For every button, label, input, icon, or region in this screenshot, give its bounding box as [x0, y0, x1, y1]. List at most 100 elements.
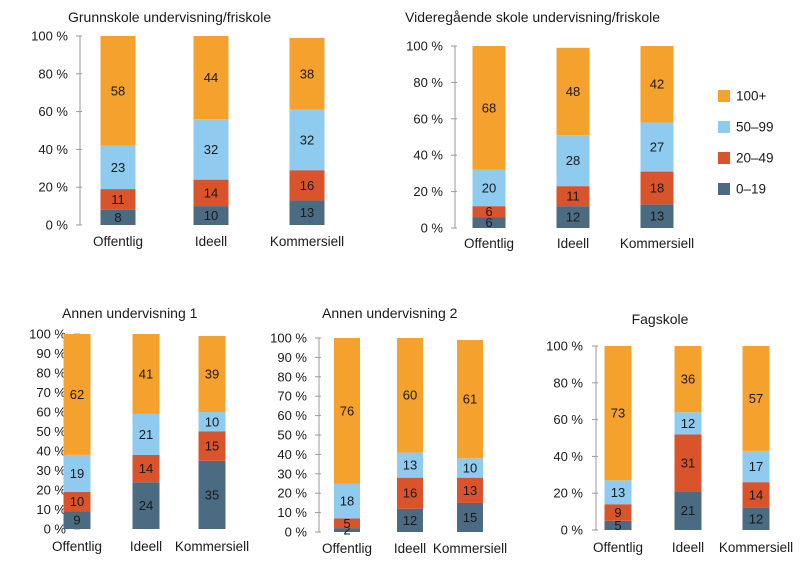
- bar-segment-100+: [63, 334, 91, 455]
- x-category-label: Ideell: [557, 236, 589, 251]
- bar-segment-50-99: [132, 413, 160, 455]
- bar-segment-50-99: [472, 169, 506, 207]
- bar-segment-0-19: [132, 482, 160, 529]
- x-category-label: Ideell: [130, 539, 162, 554]
- y-tick-label: 0 %: [285, 525, 308, 540]
- bar-segment-50-99: [198, 412, 226, 432]
- y-tick-label: 20 %: [413, 184, 443, 199]
- bar-segment-20-49: [63, 491, 91, 512]
- bar-segment-50-99: [193, 119, 229, 180]
- data-label: 18: [340, 493, 354, 508]
- data-label: 14: [204, 185, 218, 200]
- y-tick-label: 100 %: [406, 39, 443, 54]
- y-tick-label: 20 %: [38, 180, 68, 195]
- data-label: 12: [749, 511, 763, 526]
- data-label: 5: [343, 516, 350, 531]
- x-category-label: Ideell: [394, 541, 426, 556]
- y-tick-label: 80 %: [413, 75, 443, 90]
- y-tick-label: 50 %: [36, 424, 66, 439]
- data-label: 12: [566, 210, 580, 225]
- data-label: 61: [463, 392, 477, 407]
- bar-segment-100+: [742, 346, 770, 451]
- bar-segment-100+: [397, 338, 423, 453]
- y-tick-label: 90 %: [277, 350, 307, 365]
- bar-segment-50-99: [289, 109, 325, 171]
- data-label: 41: [139, 366, 153, 381]
- x-category-label: Kommersiell: [719, 540, 793, 555]
- bar-segment-20-49: [193, 179, 229, 207]
- bar-segment-0-19: [334, 528, 360, 532]
- bar-segment-50-99: [742, 450, 770, 483]
- chart-title: Annen undervisning 1: [62, 305, 198, 321]
- data-label: 15: [205, 439, 219, 454]
- bar-segment-100+: [556, 47, 590, 136]
- bar-segment-20-49: [289, 170, 325, 201]
- data-label: 12: [403, 513, 417, 528]
- data-label: 13: [611, 485, 625, 500]
- y-tick-label: 60 %: [413, 111, 443, 126]
- bar-segment-0-19: [193, 206, 229, 225]
- y-tick-label: 0 %: [561, 523, 584, 538]
- y-tick-label: 10 %: [36, 502, 66, 517]
- bar-segment-100+: [640, 46, 674, 123]
- legend-label: 0–19: [736, 182, 766, 197]
- bar-segment-0-19: [556, 206, 590, 228]
- chart-title: Annen undervisning 2: [322, 305, 458, 321]
- data-label: 32: [300, 132, 314, 147]
- bar-segment-0-19: [674, 491, 702, 530]
- data-label: 11: [111, 192, 125, 207]
- legend-swatch-100+: [718, 90, 730, 102]
- chart-panel-2: Videregående skole undervisning/friskole…: [405, 9, 694, 251]
- data-label: 20: [482, 180, 496, 195]
- legend-label: 20–49: [736, 151, 774, 166]
- data-label: 10: [205, 414, 219, 429]
- data-label: 8: [114, 210, 121, 225]
- chart-panel-5: Fagskole 0 % 20 % 40 % 60 % 80 % 100 % 59 13 73 Of…: [546, 311, 793, 555]
- y-tick-label: 100 %: [31, 29, 68, 44]
- y-tick-label: 100 %: [29, 327, 66, 342]
- bar-segment-50-99: [63, 454, 91, 492]
- x-category-label: Ideell: [672, 540, 704, 555]
- x-category-label: Offentlig: [464, 236, 514, 251]
- y-tick-label: 80 %: [36, 366, 66, 381]
- y-tick-label: 80 %: [277, 369, 307, 384]
- bar-segment-50-99: [674, 412, 702, 435]
- bar-segment-100+: [100, 36, 136, 146]
- y-tick-label: 50 %: [277, 428, 307, 443]
- legend-swatch-20-49: [718, 152, 730, 164]
- y-tick-label: 90 %: [36, 346, 66, 361]
- data-label: 17: [749, 459, 763, 474]
- bar-segment-50-99: [100, 145, 136, 190]
- x-category-label: Kommersiell: [270, 234, 344, 249]
- data-label: 2: [343, 523, 350, 538]
- data-label: 13: [403, 458, 417, 473]
- bar-segment-20-49: [334, 518, 360, 529]
- bar-segment-50-99: [556, 135, 590, 187]
- bar-segment-20-49: [472, 206, 506, 218]
- data-label: 31: [681, 455, 695, 470]
- bar-segment-20-49: [556, 186, 590, 207]
- y-tick-label: 20 %: [553, 486, 583, 501]
- bar-segment-20-49: [457, 477, 483, 503]
- data-label: 13: [650, 209, 664, 224]
- y-tick-label: 40 %: [38, 142, 68, 157]
- bar-segment-0-19: [198, 460, 226, 529]
- y-tick-label: 0 %: [44, 522, 67, 537]
- bar-segment-100+: [457, 339, 483, 459]
- x-category-label: Kommersiell: [433, 541, 507, 556]
- bar-segment-0-19: [742, 507, 770, 530]
- bar-segment-20-49: [100, 189, 136, 210]
- data-label: 14: [749, 488, 763, 503]
- data-label: 13: [300, 205, 314, 220]
- y-tick-label: 0 %: [421, 221, 444, 236]
- data-label: 32: [204, 142, 218, 157]
- bar-segment-50-99: [604, 480, 632, 505]
- y-tick-label: 40 %: [553, 449, 583, 464]
- y-tick-label: 30 %: [277, 466, 307, 481]
- data-label: 12: [681, 416, 695, 431]
- x-category-label: Offentlig: [93, 234, 143, 249]
- data-label: 6: [485, 204, 492, 219]
- y-tick-label: 60 %: [38, 104, 68, 119]
- data-label: 58: [111, 83, 125, 98]
